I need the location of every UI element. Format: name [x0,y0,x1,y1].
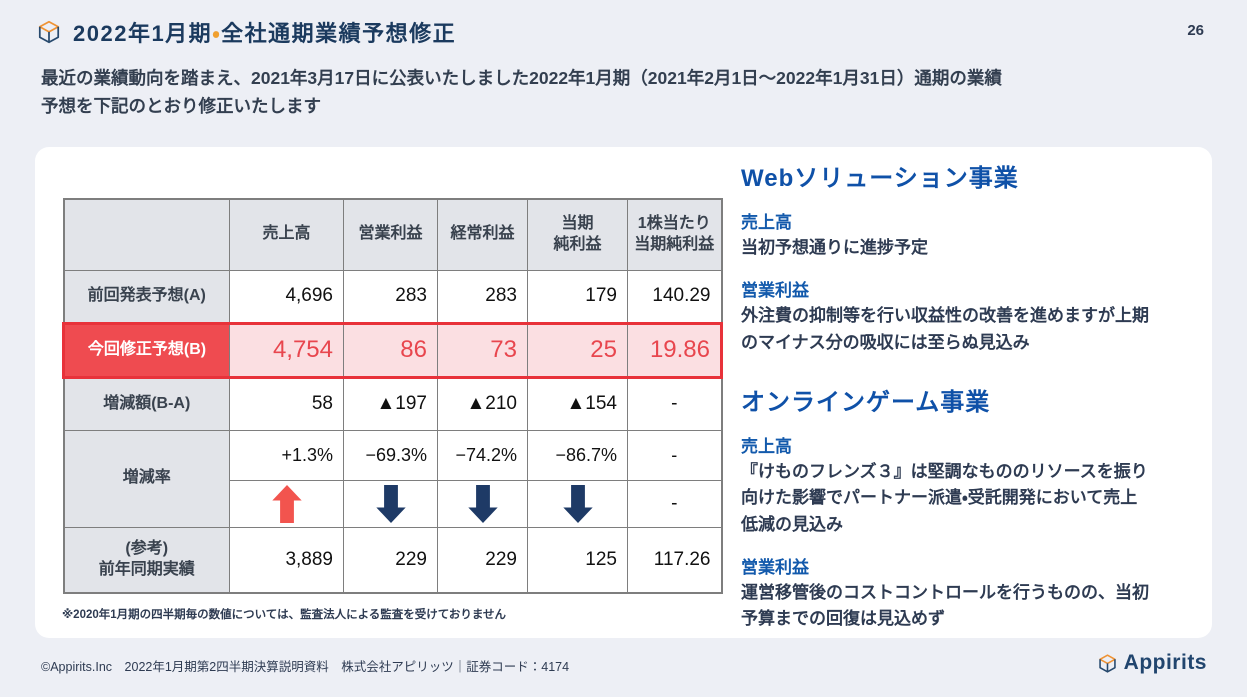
cell-value: 117.26 [627,526,722,594]
cell-value: 125 [527,526,628,594]
cell-value: −69.3% [343,429,438,481]
cell-value: −74.2% [437,429,528,481]
section-title: オンラインゲーム事業 [741,389,991,417]
cell-value: 4,696 [229,269,344,324]
item-heading: 売上高 [741,213,792,232]
trend-cell: - [627,479,722,528]
down-arrow-icon [375,484,406,523]
row-prior-year-actual: (参考) 前年同期実績 3,889 229 229 125 117.26 [63,526,722,594]
item-heading: 営業利益 [741,558,809,578]
section-title: Webソリューション事業 [741,165,1019,192]
commentary-item: 営業利益 外注費の抑制等を行い収益性の改善を進めますが上期 のマイナス分の吸収に… [741,276,1203,356]
col-header-sales: 売上高 [229,198,344,271]
row-change-amount: 増減額(B-A) 58 ▲197 ▲210 ▲154 - [63,376,722,431]
col-header-net-income: 当期 純利益 [527,198,628,271]
table-corner-cell [63,198,230,271]
col-header-operating-income: 営業利益 [343,198,438,271]
page-subtitle: 最近の業績動向を踏まえ、2021年3月17日に公表いたしました2022年1月期（… [41,68,1002,116]
cell-value: 229 [437,526,528,594]
item-heading: 営業利益 [741,281,809,301]
logo-wordmark: Appirits [1123,651,1207,674]
cell-value: −86.7% [527,429,628,481]
item-body: 『けものフレンズ３』は堅調なもののリソースを振り 向けた影響でパートナー派遣・受… [741,462,1148,534]
section-online-game: オンラインゲーム事業 売上高 『けものフレンズ３』は堅調なもののリソースを振り … [741,382,1203,633]
col-header-ordinary-income: 経常利益 [437,198,528,271]
cube-logo-icon [38,20,60,44]
row-change-rate: 増減率 +1.3% −69.3% −74.2% −86.7% - [63,429,722,528]
item-body: 運営移管後のコストコントロールを行うものの、当初 予算までの回復は見込めず [741,583,1149,629]
row-trend-arrows: - [64,479,722,528]
cell-value: 73 [437,321,528,379]
cell-value: 19.86 [627,321,723,379]
cell-value: - [627,376,722,431]
down-arrow-icon [562,484,593,523]
page-number: 26 [1187,22,1204,39]
cell-value: 4,754 [229,321,344,379]
down-arrow-icon [467,484,498,523]
slide-header: 2022年1月期・全社通期業績予想修正 [36,16,456,48]
item-body: 当初予想通りに進捗予定 [741,238,928,257]
col-header-eps: 1株当たり 当期純利益 [627,198,722,271]
segment-commentary-panel: Webソリューション事業 売上高 当初予想通りに進捗予定 営業利益 外注費の抑制… [741,158,1203,633]
cell-value: 58 [229,376,344,431]
audit-footnote: ※2020年1月期の四半期毎の数値については、監査法人による監査を受けておりませ… [62,609,507,621]
cell-value: 179 [527,269,628,324]
item-heading: 売上高 [741,437,792,457]
row-label: 増減率 [63,429,230,528]
footer-copyright: ©Appirits.Inc 2022年1月期第2四半期決算説明資料 株式会社アピ… [41,660,570,674]
trend-cell [229,479,344,528]
row-revised-forecast: 今回修正予想(B) 4,754 86 73 25 19.86 [62,321,723,379]
cell-value: 140.29 [627,269,722,324]
cell-value: 283 [437,269,528,324]
cube-logo-icon [1098,653,1116,673]
row-label: 増減額(B-A) [63,376,230,431]
cell-value: ▲210 [437,376,528,431]
up-arrow-icon [271,484,302,523]
appirits-logo: Appirits [1097,651,1207,675]
cell-value: ▲197 [343,376,438,431]
page-title-separator: ・ [212,21,222,46]
commentary-item: 売上高 『けものフレンズ３』は堅調なもののリソースを振り 向けた影響でパートナー… [741,432,1203,538]
trend-cell [527,479,628,528]
trend-cell [343,479,438,528]
cell-value: ▲154 [527,376,628,431]
row-label: 前回発表予想(A) [63,269,230,324]
cell-value: 86 [343,321,438,379]
page-title-subject: 全社通期業績予想修正 [221,21,457,46]
commentary-item: 売上高 当初予想通りに進捗予定 [741,208,1203,261]
cell-value: 25 [527,321,628,379]
commentary-item: 営業利益 運営移管後のコストコントロールを行うものの、当初 予算までの回復は見込… [741,553,1203,633]
forecast-table: 売上高 営業利益 経常利益 当期 純利益 1株当たり 当期純利益 前回発表予想(… [62,198,723,594]
page-title-term: 2022年1月期 [73,21,213,46]
row-previous-forecast: 前回発表予想(A) 4,696 283 283 179 140.29 [63,269,722,324]
page-title: 2022年1月期・全社通期業績予想修正 [73,16,456,48]
section-web-solution: Webソリューション事業 売上高 当初予想通りに進捗予定 営業利益 外注費の抑制… [741,158,1203,356]
cell-value: - [627,429,722,481]
trend-cell [437,479,528,528]
item-body: 外注費の抑制等を行い収益性の改善を進めますが上期 のマイナス分の吸収には至らぬ見… [741,306,1149,352]
cell-value: 283 [343,269,438,324]
table-header-row: 売上高 営業利益 経常利益 当期 純利益 1株当たり 当期純利益 [63,198,722,271]
cell-value: +1.3% [229,429,344,481]
row-label: 今回修正予想(B) [62,321,230,379]
cell-value: 229 [343,526,438,594]
row-label: (参考) 前年同期実績 [63,526,230,594]
content-card: 売上高 営業利益 経常利益 当期 純利益 1株当たり 当期純利益 前回発表予想(… [35,147,1212,638]
cell-value: 3,889 [229,526,344,594]
